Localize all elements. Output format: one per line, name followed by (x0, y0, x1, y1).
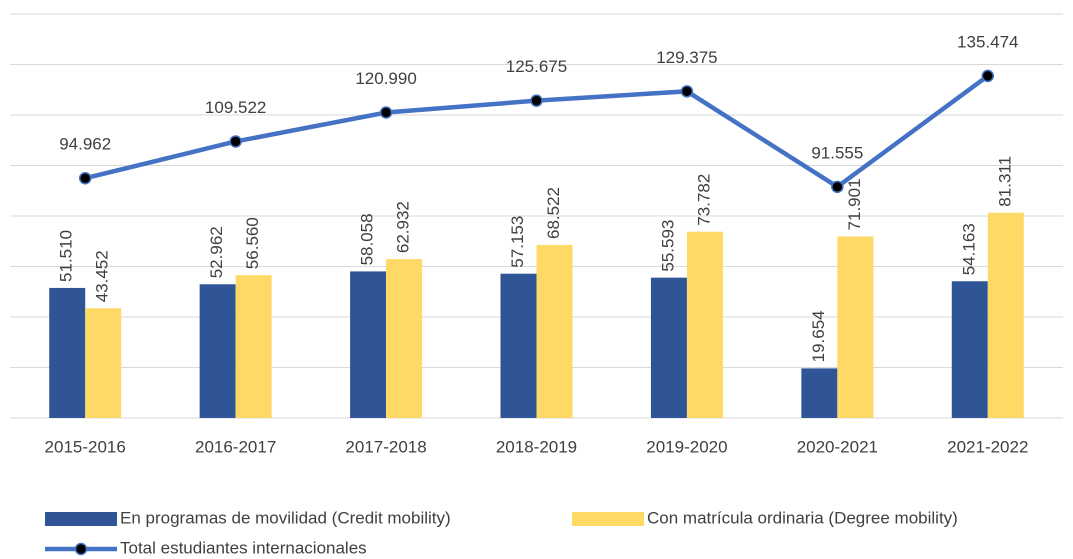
x-tick-label: 2020-2021 (797, 437, 878, 456)
data-label: 68.522 (544, 187, 563, 239)
bar (951, 281, 988, 418)
bar (199, 284, 236, 418)
line-marker (680, 85, 694, 98)
data-label: 129.375 (656, 48, 717, 67)
bar (837, 236, 874, 418)
bar (987, 212, 1024, 418)
bar (801, 368, 838, 418)
bar (85, 308, 122, 418)
line-marker (229, 135, 242, 148)
data-label: 125.675 (506, 57, 567, 76)
legend-label: En programas de movilidad (Credit mobili… (120, 508, 451, 527)
x-tick-label: 2018-2019 (496, 437, 577, 456)
line-marker (831, 180, 844, 194)
data-label: 62.932 (394, 201, 413, 253)
data-label: 81.311 (995, 156, 1014, 207)
x-tick-label: 2017-2018 (345, 437, 426, 456)
legend-swatch (45, 512, 117, 526)
data-label: 56.560 (243, 217, 262, 269)
data-label: 57.153 (508, 216, 527, 268)
x-tick-label: 2015-2016 (45, 437, 126, 456)
legend-swatch (572, 512, 644, 526)
x-tick-label: 2016-2017 (195, 437, 276, 456)
data-label: 43.452 (93, 250, 112, 302)
data-label: 94.962 (59, 135, 111, 154)
data-label: 73.782 (694, 174, 713, 226)
data-label: 52.962 (207, 226, 226, 278)
bar (49, 287, 86, 418)
data-label: 54.163 (959, 223, 978, 275)
data-label: 51.510 (57, 230, 76, 282)
x-tick-label: 2019-2020 (646, 437, 727, 456)
bar (650, 277, 687, 418)
data-label: 120.990 (355, 69, 416, 88)
line-marker (78, 171, 92, 185)
data-label: 71.901 (845, 178, 864, 230)
data-label: 55.593 (658, 220, 677, 272)
bar (235, 275, 272, 418)
bar (536, 244, 573, 418)
data-label: 58.058 (358, 213, 377, 265)
data-label: 135.474 (957, 32, 1018, 51)
legend-label: Total estudiantes internacionales (120, 538, 367, 557)
data-label: 19.654 (809, 310, 828, 362)
bar (350, 271, 387, 418)
bar (686, 231, 723, 418)
x-tick-label: 2021-2022 (947, 437, 1028, 456)
legend-marker (74, 542, 88, 556)
legend-label: Con matrícula ordinaria (Degree mobility… (647, 508, 958, 527)
bar (386, 259, 423, 418)
line (84, 74, 990, 190)
bar (500, 273, 537, 418)
data-label: 109.522 (205, 98, 266, 117)
line-marker (981, 69, 995, 83)
line-marker (530, 94, 543, 107)
data-label: 91.555 (811, 143, 863, 162)
line-marker (379, 106, 393, 119)
